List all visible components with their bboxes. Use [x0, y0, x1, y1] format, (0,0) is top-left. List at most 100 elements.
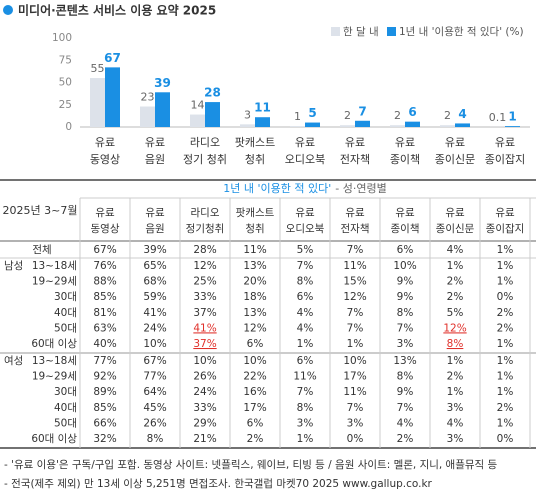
- value-label: 4: [458, 107, 466, 121]
- cell: 6%: [247, 338, 264, 350]
- legend-swatch: [387, 27, 396, 36]
- cell: 1%: [497, 386, 514, 398]
- value-label: 39: [154, 76, 171, 90]
- cell: 17%: [243, 402, 266, 414]
- bar: [290, 126, 305, 127]
- y-tick-label: 0: [65, 121, 72, 133]
- cell: 0%: [497, 433, 514, 445]
- cell: 8%: [397, 371, 414, 383]
- value-label: 1: [294, 110, 301, 123]
- bar: [405, 121, 420, 127]
- bar: [190, 114, 205, 127]
- cell: 3%: [397, 338, 414, 350]
- column-header: 유료: [495, 207, 515, 219]
- cell: 12%: [243, 322, 266, 334]
- y-tick-label: 25: [59, 99, 72, 111]
- cell: 28%: [193, 244, 216, 256]
- x-tick-label: 라디오: [190, 136, 220, 149]
- cell: 11%: [293, 371, 316, 383]
- cell: 29%: [193, 417, 216, 429]
- bar: [305, 122, 320, 127]
- cell: 3%: [447, 433, 464, 445]
- cell: 4%: [297, 322, 314, 334]
- cell: 4%: [297, 307, 314, 319]
- cell: 7%: [347, 402, 364, 414]
- heading: 1년 내 '이용한 적 있다': [223, 182, 331, 195]
- bar: [240, 124, 255, 127]
- cell: 67%: [93, 244, 116, 256]
- cell: 41%: [193, 322, 216, 334]
- value-label: 5: [308, 106, 316, 120]
- cell: 7%: [297, 260, 314, 272]
- cell: 3%: [447, 402, 464, 414]
- cell: 32%: [93, 433, 116, 445]
- cell: 10%: [393, 260, 416, 272]
- table-heading: 1년 내 '이용한 적 있다' - 성·연령별: [223, 182, 386, 195]
- bar: [155, 92, 170, 127]
- cell: 8%: [297, 402, 314, 414]
- row-label: 19~29세: [32, 371, 77, 383]
- cell: 9%: [397, 291, 414, 303]
- x-tick-label: 팟캐스트: [235, 136, 275, 149]
- cell: 1%: [497, 276, 514, 288]
- cell: 1%: [497, 338, 514, 350]
- cell: 0%: [497, 291, 514, 303]
- y-tick-label: 100: [52, 32, 72, 44]
- cell: 10%: [243, 355, 266, 367]
- row-group: 남성: [4, 260, 23, 272]
- cell: 66%: [93, 417, 116, 429]
- cell: 3%: [297, 417, 314, 429]
- cell: 40%: [93, 338, 116, 350]
- cell: 12%: [443, 322, 466, 334]
- value-label: 28: [204, 86, 221, 100]
- bar: [90, 78, 105, 127]
- cell: 7%: [347, 244, 364, 256]
- cell: 4%: [447, 417, 464, 429]
- cell: 89%: [93, 386, 116, 398]
- cell: 1%: [447, 386, 464, 398]
- cell: 5%: [447, 307, 464, 319]
- column-header: 음원: [145, 223, 164, 235]
- column-header: 종이신문: [436, 223, 475, 235]
- bar: [205, 102, 220, 127]
- cell: 37%: [193, 338, 216, 350]
- bar: [440, 125, 455, 127]
- note: - '유료 이용'은 구독/구입 포함. 동영상 사이트: 넷플릭스, 웨이브,…: [4, 458, 498, 471]
- bar: [140, 106, 155, 127]
- cell: 26%: [143, 417, 166, 429]
- cell: 2%: [497, 307, 514, 319]
- y-tick-label: 75: [59, 54, 72, 66]
- bar: [390, 125, 405, 127]
- column-header: 유료: [145, 207, 165, 219]
- cell: 8%: [297, 276, 314, 288]
- legend-label: 한 달 내: [343, 26, 379, 38]
- cell: 9%: [397, 386, 414, 398]
- title-bullet: [3, 5, 13, 15]
- cell: 63%: [93, 322, 116, 334]
- x-tick-label: 유료: [345, 136, 365, 149]
- cell: 33%: [193, 402, 216, 414]
- cell: 10%: [343, 355, 366, 367]
- bar: [455, 123, 470, 127]
- bar: [340, 125, 355, 127]
- cell: 12%: [343, 291, 366, 303]
- legend-label: 1년 내 '이용한 적 있다' (%): [399, 26, 524, 38]
- cell: 2%: [447, 371, 464, 383]
- column-header: 청취: [245, 223, 264, 235]
- value-label: 14: [191, 99, 205, 112]
- cell: 92%: [93, 371, 116, 383]
- cell: 7%: [397, 402, 414, 414]
- cell: 9%: [397, 276, 414, 288]
- cell: 2%: [447, 291, 464, 303]
- column-header: 종이잡지: [486, 223, 525, 235]
- cell: 20%: [243, 276, 266, 288]
- row-label: 전체: [32, 244, 51, 256]
- x-tick-label: 음원: [145, 153, 165, 166]
- cell: 11%: [243, 244, 266, 256]
- x-tick-label: 유료: [495, 136, 515, 149]
- cell: 8%: [147, 433, 164, 445]
- cell: 39%: [143, 244, 166, 256]
- x-tick-label: 유료: [145, 136, 165, 149]
- cell: 2%: [497, 322, 514, 334]
- cell: 65%: [143, 260, 166, 272]
